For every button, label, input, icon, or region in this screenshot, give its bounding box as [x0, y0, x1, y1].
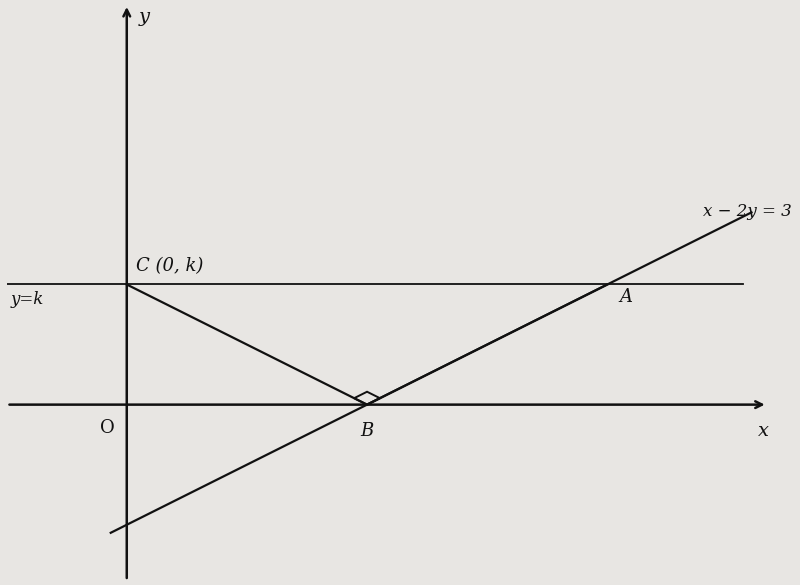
- Text: A: A: [619, 288, 632, 307]
- Text: x: x: [758, 422, 769, 441]
- Text: C (0, k): C (0, k): [136, 257, 204, 275]
- Text: x − 2y = 3: x − 2y = 3: [703, 204, 792, 221]
- Text: y=k: y=k: [10, 291, 44, 308]
- Text: B: B: [361, 422, 374, 441]
- Text: O: O: [100, 419, 114, 437]
- Text: y: y: [138, 8, 150, 26]
